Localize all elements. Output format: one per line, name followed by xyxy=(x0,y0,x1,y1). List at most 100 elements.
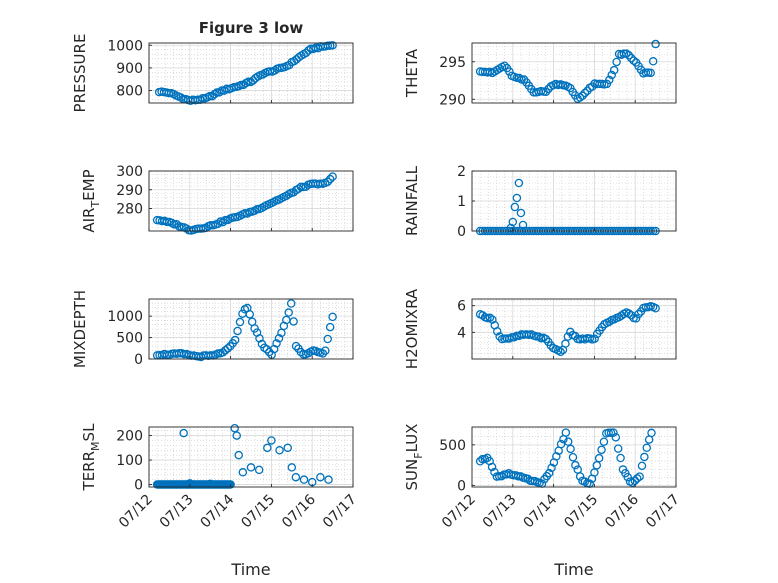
data-marker xyxy=(291,472,301,482)
y-axis-label: AIRTEMP xyxy=(80,169,102,232)
data-marker xyxy=(604,428,613,437)
data-marker xyxy=(287,463,297,472)
data-marker xyxy=(566,444,575,454)
data-marker xyxy=(616,453,625,463)
data-marker xyxy=(516,208,526,218)
data-marker xyxy=(235,317,245,327)
data-marker xyxy=(623,472,632,482)
y-tick-label: 0 xyxy=(134,352,143,368)
data-marker xyxy=(283,443,292,453)
data-marker xyxy=(514,178,524,188)
y-axis-label: RAINFALL xyxy=(403,165,421,236)
data-marker xyxy=(575,93,585,102)
data-marker xyxy=(510,202,520,212)
data-marker xyxy=(213,219,223,228)
y-axis-label: MIXDEPTH xyxy=(71,290,89,368)
data-marker xyxy=(238,468,248,477)
chart-title: Figure 3 low xyxy=(199,19,304,37)
data-marker xyxy=(590,468,599,477)
y-tick-label: 290 xyxy=(116,183,143,199)
data-marker xyxy=(230,335,240,345)
y-tick-label: 1000 xyxy=(107,309,143,325)
data-marker xyxy=(223,344,233,353)
subplot-middle-lower-right: 4 6 H2OMIXRA xyxy=(403,288,677,369)
axes-background xyxy=(149,43,353,103)
axes-background xyxy=(472,43,676,103)
y-axis-label: SUNFLUX xyxy=(403,424,425,491)
y-tick-label: 6 xyxy=(457,299,466,315)
data-marker xyxy=(631,314,641,323)
axes-box xyxy=(471,42,677,104)
data-marker xyxy=(215,88,224,97)
data-marker xyxy=(646,68,655,78)
data-marker xyxy=(626,53,636,63)
data-marker xyxy=(544,468,554,478)
data-marker xyxy=(254,465,264,475)
data-marker xyxy=(634,309,643,319)
data-marker xyxy=(325,174,335,184)
y-tick-label: 0 xyxy=(134,478,143,494)
data-marker xyxy=(232,431,241,440)
y-tick-label: 200 xyxy=(116,429,143,445)
y-tick-label: 1 xyxy=(457,194,466,210)
data-marker xyxy=(597,445,606,455)
data-marker xyxy=(611,433,621,442)
data-marker xyxy=(635,472,644,481)
y-tick-label: 4 xyxy=(457,325,466,341)
data-marker xyxy=(647,428,656,438)
data-marker xyxy=(323,334,332,344)
x-axis-label: Time xyxy=(553,560,593,579)
data-marker xyxy=(301,48,311,58)
y-tick-label: 2 xyxy=(457,164,466,180)
data-marker xyxy=(245,310,255,319)
data-marker xyxy=(176,93,186,102)
data-marker xyxy=(609,65,619,75)
data-marker xyxy=(234,450,244,460)
subplot-middle-upper-left: 280 290 300 AIRTEMP xyxy=(80,164,354,235)
y-tick-label: 100 xyxy=(116,453,143,469)
data-marker xyxy=(485,313,495,322)
data-marker xyxy=(541,334,551,344)
data-marker xyxy=(272,339,281,348)
data-marker xyxy=(267,436,276,445)
y-axis-label: PRESSURE xyxy=(71,34,89,113)
y-axis-label: H2OMIXRA xyxy=(403,288,421,369)
data-marker xyxy=(523,474,533,484)
data-marker xyxy=(580,88,590,98)
data-marker xyxy=(164,88,174,98)
y-tick-label: 900 xyxy=(116,61,143,77)
data-marker xyxy=(169,220,179,229)
y-tick-label: 290 xyxy=(439,92,466,108)
data-marker xyxy=(205,91,215,101)
data-marker xyxy=(263,443,272,453)
data-marker xyxy=(323,177,332,187)
data-marker xyxy=(316,472,325,482)
subplot-top-left: 800 900 1000 PRESSURE Figure 3 low xyxy=(71,19,354,113)
data-marker xyxy=(325,322,335,332)
data-marker xyxy=(246,463,256,472)
data-marker xyxy=(475,457,485,466)
data-marker xyxy=(324,475,333,484)
axes-box xyxy=(471,298,677,360)
y-tick-label: 500 xyxy=(116,331,143,347)
data-marker xyxy=(613,444,623,453)
data-marker xyxy=(651,303,660,313)
data-marker xyxy=(328,41,337,50)
data-marker xyxy=(641,68,651,77)
data-marker xyxy=(497,471,506,481)
data-marker xyxy=(500,61,509,71)
data-marker xyxy=(328,312,337,322)
data-marker xyxy=(607,70,616,80)
data-marker xyxy=(218,217,228,227)
y-axis-label: THETA xyxy=(403,48,421,98)
subplot-top-right: 290 295 THETA xyxy=(403,39,677,108)
y-tick-label: 295 xyxy=(439,55,466,71)
data-marker xyxy=(299,475,309,484)
data-marker xyxy=(512,193,522,203)
data-marker xyxy=(580,477,590,486)
x-axis-label: Time xyxy=(230,560,270,579)
data-marker xyxy=(556,347,565,357)
data-marker xyxy=(250,324,259,333)
data-marker xyxy=(321,346,330,355)
y-tick-label: 300 xyxy=(116,164,143,180)
